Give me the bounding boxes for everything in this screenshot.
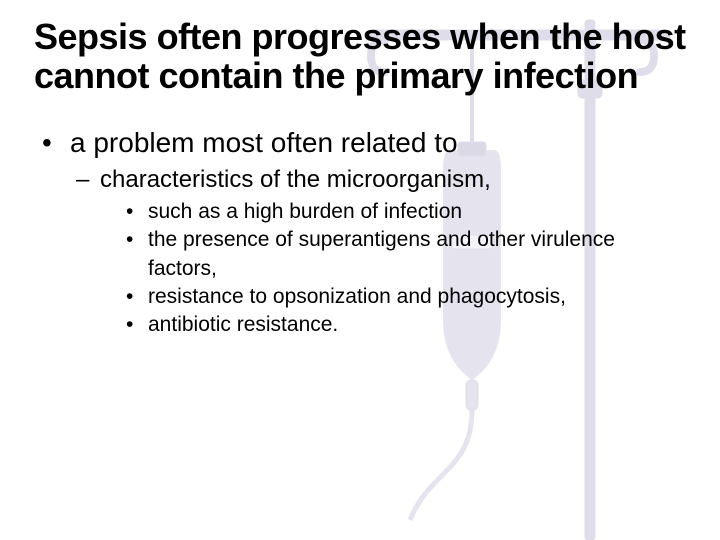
bullet-list-l2: characteristics of the microorganism, su…	[70, 164, 686, 340]
l2-text: characteristics of the microorganism,	[100, 166, 491, 193]
l2-item: characteristics of the microorganism, su…	[76, 164, 686, 340]
slide-content: Sepsis often progresses when the host ca…	[0, 0, 720, 340]
l1-text: a problem most often related to	[70, 127, 458, 158]
l3-item: the presence of superantigens and other …	[126, 226, 686, 283]
l3-text: antibiotic resistance.	[148, 313, 338, 336]
l3-text: the presence of superantigens and other …	[148, 228, 615, 279]
l3-text: such as a high burden of infection	[148, 200, 462, 223]
l1-item: a problem most often related to characte…	[42, 124, 686, 340]
l3-text: resistance to opsonization and phagocyto…	[148, 285, 566, 308]
slide-title: Sepsis often progresses when the host ca…	[34, 18, 686, 96]
l3-item: antibiotic resistance.	[126, 311, 686, 339]
bullet-list-l3: such as a high burden of infection the p…	[100, 198, 686, 340]
l3-item: resistance to opsonization and phagocyto…	[126, 283, 686, 311]
bullet-list-l1: a problem most often related to characte…	[34, 124, 686, 340]
l3-item: such as a high burden of infection	[126, 198, 686, 226]
